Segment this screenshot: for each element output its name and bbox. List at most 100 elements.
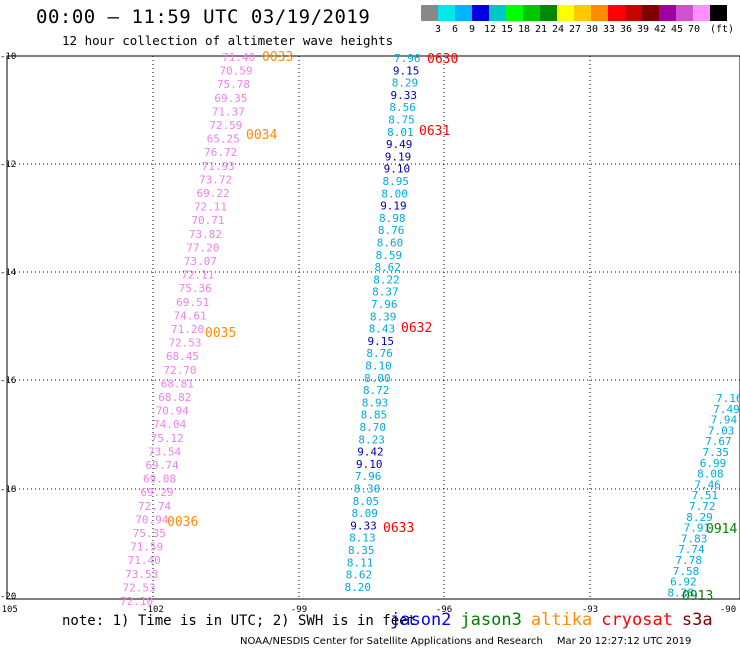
altika-swh-value: 70.94	[135, 513, 168, 526]
altika-swh-value: 72.53	[168, 337, 201, 350]
altika-swh-value: 72.10	[120, 595, 153, 608]
altika-swh-value: 72.70	[163, 364, 196, 377]
right-swh-value: 7.46	[694, 478, 721, 491]
altika-swh-value: 74.04	[153, 418, 186, 431]
altika-time-label: 0035	[205, 326, 236, 341]
legend-value: 12	[484, 24, 497, 35]
credit-text: NOAA/NESDIS Center for Satellite Applica…	[240, 636, 543, 647]
s3a-swh-value: 7.96	[355, 470, 382, 483]
altika-swh-value: 76.72	[204, 146, 237, 159]
altika-swh-value: 72.74	[138, 500, 171, 513]
lat-label: -12	[0, 160, 16, 170]
altika-swh-value: 73.53	[125, 568, 158, 581]
altika-time-label: 0034	[246, 128, 277, 143]
s3a-time-label: 0631	[419, 124, 450, 139]
s3a-swh-value: 8.95	[383, 175, 410, 188]
legend-swatch	[625, 5, 642, 21]
s3a-swh-value: 8.09	[351, 507, 378, 520]
right-swh-value: 7.35	[703, 446, 730, 459]
s3a-swh-value: 8.93	[362, 396, 389, 409]
map-frame	[6, 55, 740, 600]
legend-value: 15	[501, 24, 514, 35]
generated-timestamp: Mar 20 12:27:12 UTC 2019	[556, 636, 692, 647]
sat-altika: altika	[530, 610, 593, 630]
legend-value: 3	[435, 24, 442, 35]
s3a-swh-value: 8.00	[364, 372, 391, 385]
altika-track: 71.4070.5975.7869.3571.3772.5965.2576.72…	[120, 50, 293, 608]
s3a-swh-value: 8.56	[389, 101, 416, 114]
grid-lines	[7, 56, 740, 599]
s3a-swh-value: 8.62	[374, 261, 401, 274]
s3a-swh-value: 9.49	[386, 138, 413, 151]
altika-swh-value: 69.74	[146, 459, 179, 472]
footer-note: note: 1) Time is in UTC; 2) SWH is in fe…	[62, 613, 417, 629]
sat-s3a: s3a	[681, 610, 713, 630]
altika-swh-value: 72.11	[181, 269, 214, 282]
right-swh-value: 7.58	[673, 565, 700, 578]
altika-swh-value: 70.59	[219, 65, 252, 78]
legend-value: 27	[569, 24, 582, 35]
altika-swh-value: 65.25	[207, 133, 240, 146]
satellite-legend: jason2 jason3 altika cryosat s3a	[390, 610, 722, 630]
altika-swh-value: 68.45	[166, 350, 199, 363]
legend-swatch	[472, 5, 489, 21]
s3a-swh-value: 9.15	[393, 64, 420, 77]
right-swh-value: 7.94	[711, 414, 738, 427]
satellite-tracks: 71.4070.5975.7869.3571.3772.5965.2576.72…	[120, 50, 740, 608]
altika-swh-value: 71.37	[212, 105, 245, 118]
altika-swh-value: 70.71	[191, 214, 224, 227]
altika-swh-value: 72.11	[194, 201, 227, 214]
s3a-swh-value: 8.98	[379, 212, 406, 225]
s3a-swh-value: 8.60	[377, 237, 404, 250]
legend-swatch	[574, 5, 591, 21]
altika-time-label: 0036	[167, 515, 198, 530]
sat-cryosat: cryosat	[601, 610, 673, 630]
altika-swh-value: 75.12	[151, 432, 184, 445]
s3a-swh-value: 7.96	[371, 298, 398, 311]
s3a-swh-value: 8.39	[370, 310, 397, 323]
s3a-swh-value: 8.75	[388, 114, 415, 127]
lon-label: -102	[142, 605, 164, 615]
legend-value: 18	[518, 24, 531, 35]
right-track: 7.167.497.947.037.677.356.998.087.467.51…	[667, 392, 740, 604]
right-swh-value: 7.91	[684, 522, 711, 535]
legend-value: 45	[671, 24, 684, 35]
altika-swh-value: 70.94	[156, 405, 189, 418]
right-swh-value: 7.83	[681, 532, 708, 545]
lat-label: -20	[0, 592, 16, 602]
lon-label: -90	[720, 605, 736, 615]
right-swh-value: 6.99	[700, 457, 727, 470]
legend-swatch	[557, 5, 574, 21]
s3a-swh-value: 9.10	[356, 458, 383, 471]
credit-line: NOAA/NESDIS Center for Satellite Applica…	[240, 636, 691, 647]
right-swh-value: 7.72	[689, 500, 716, 513]
s3a-time-label: 0632	[401, 321, 432, 336]
lat-label: -18	[0, 485, 16, 495]
latitude-labels: -10 -12 -14 -16 -18 -20	[0, 52, 16, 602]
legend-value: 21	[535, 24, 548, 35]
altika-swh-value: 75.78	[217, 78, 250, 91]
s3a-swh-value: 9.15	[368, 335, 395, 348]
s3a-swh-value: 9.19	[380, 200, 407, 213]
altika-swh-value: 68.81	[161, 377, 194, 390]
s3a-time-label: 0633	[383, 521, 414, 536]
legend-swatch	[421, 5, 438, 21]
s3a-swh-value: 8.00	[381, 187, 408, 200]
legend-swatch	[659, 5, 676, 21]
s3a-swh-value: 8.72	[363, 384, 390, 397]
legend-swatch	[523, 5, 540, 21]
s3a-swh-value: 8.11	[347, 556, 374, 569]
right-swh-value: 7.67	[705, 435, 732, 448]
s3a-swh-value: 8.20	[345, 581, 372, 594]
s3a-swh-value: 8.62	[346, 569, 373, 582]
legend-swatch	[506, 5, 523, 21]
legend-value: 42	[654, 24, 667, 35]
sat-jason2: jason2	[390, 610, 452, 630]
legend-swatch	[676, 5, 693, 21]
s3a-swh-value: 8.05	[353, 495, 380, 508]
altika-swh-value: 69.51	[176, 296, 209, 309]
altika-swh-value: 71.40	[222, 51, 255, 64]
right-time-label: 0913	[682, 589, 713, 604]
s3a-swh-value: 9.19	[385, 150, 412, 163]
